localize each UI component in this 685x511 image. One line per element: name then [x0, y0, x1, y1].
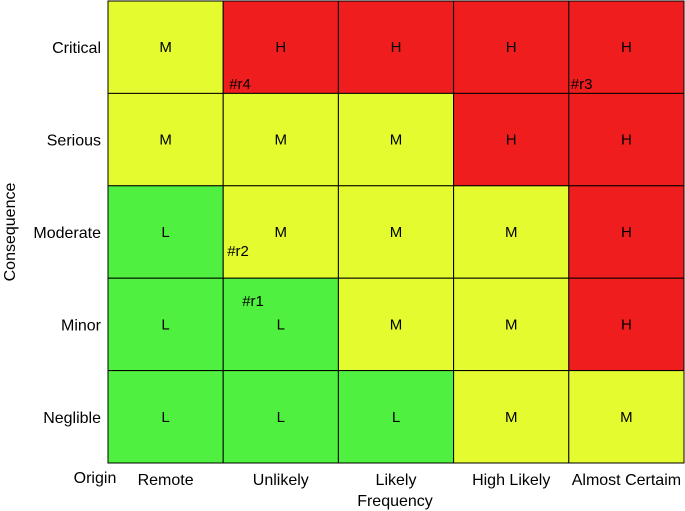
x-tick-almost-certaim: Almost Certaim: [572, 472, 681, 489]
cell-moderate-high-likely: [453, 185, 570, 279]
rating-letter: M: [505, 316, 518, 333]
rating-letter: M: [159, 132, 172, 149]
cell-serious-likely: [337, 92, 455, 187]
cell-critical-remote: [107, 0, 224, 94]
rating-letter: M: [620, 409, 633, 426]
rating-letter: H: [621, 132, 632, 149]
cell-critical-almost-certaim: [568, 0, 685, 94]
origin-label: Origin: [74, 470, 117, 487]
x-tick-high-likely: High Likely: [472, 472, 550, 489]
x-tick-remote: Remote: [138, 472, 194, 489]
rating-letter: L: [161, 316, 169, 333]
cell-minor-almost-certaim: [568, 277, 685, 372]
cell-neglible-likely: [337, 370, 455, 464]
rating-letter: L: [161, 409, 169, 426]
matrix-cells: [107, 0, 685, 464]
cell-minor-unlikely: [222, 277, 339, 372]
marker-r3: #r3: [571, 76, 593, 93]
x-tick-likely: Likely: [376, 472, 417, 489]
marker-r1: #r1: [242, 293, 264, 310]
x-axis-title: Frequency: [357, 493, 433, 510]
risk-markers: #r4 #r3 #r2 #r1: [227, 76, 592, 310]
rating-letter: H: [621, 224, 632, 241]
rating-letter: M: [390, 224, 403, 241]
rating-letter: L: [277, 316, 285, 333]
y-tick-serious: Serious: [47, 133, 101, 150]
cell-minor-high-likely: [453, 277, 570, 372]
cell-critical-high-likely: [453, 0, 570, 94]
rating-letter: M: [390, 132, 403, 149]
cell-neglible-unlikely: [222, 370, 339, 464]
x-tick-unlikely: Unlikely: [253, 472, 309, 489]
cell-neglible-remote: [107, 370, 224, 464]
cell-minor-likely: [337, 277, 455, 372]
rating-letter: H: [621, 39, 632, 56]
y-axis-title: Consequence: [2, 183, 19, 282]
cell-moderate-likely: [337, 185, 455, 279]
cell-serious-almost-certaim: [568, 92, 685, 187]
cell-serious-remote: [107, 92, 224, 187]
y-tick-minor: Minor: [61, 317, 102, 334]
rating-letter: M: [159, 39, 172, 56]
rating-letter: L: [161, 224, 169, 241]
rating-letter: M: [275, 224, 288, 241]
rating-letter: H: [506, 132, 517, 149]
cell-moderate-unlikely: [222, 185, 339, 279]
cell-moderate-almost-certaim: [568, 185, 685, 279]
y-tick-labels: Critical Serious Moderate Minor Neglible: [33, 40, 101, 427]
rating-letters: M H H H H M M M H H L M M M H L L M M H L L L M M: [159, 39, 632, 426]
rating-letter: H: [391, 39, 402, 56]
rating-letter: M: [505, 409, 518, 426]
marker-r2: #r2: [227, 243, 249, 260]
rating-letter: H: [506, 39, 517, 56]
rating-letter: M: [505, 224, 518, 241]
rating-letter: L: [392, 409, 400, 426]
cell-critical-likely: [337, 0, 455, 94]
rating-letter: L: [277, 409, 285, 426]
rating-letter: M: [390, 316, 403, 333]
cell-neglible-almost-certaim: [568, 370, 685, 464]
rating-letter: M: [275, 132, 288, 149]
x-tick-labels: Remote Unlikely Likely High Likely Almost Ce…: [138, 472, 681, 489]
cell-critical-unlikely: [222, 0, 339, 94]
y-tick-neglible: Neglible: [43, 410, 101, 427]
marker-r4: #r4: [229, 76, 251, 93]
rating-letter: H: [621, 316, 632, 333]
rating-letter: H: [275, 39, 286, 56]
cell-minor-remote: [107, 277, 224, 372]
y-tick-moderate: Moderate: [33, 225, 101, 242]
y-tick-critical: Critical: [52, 40, 101, 57]
